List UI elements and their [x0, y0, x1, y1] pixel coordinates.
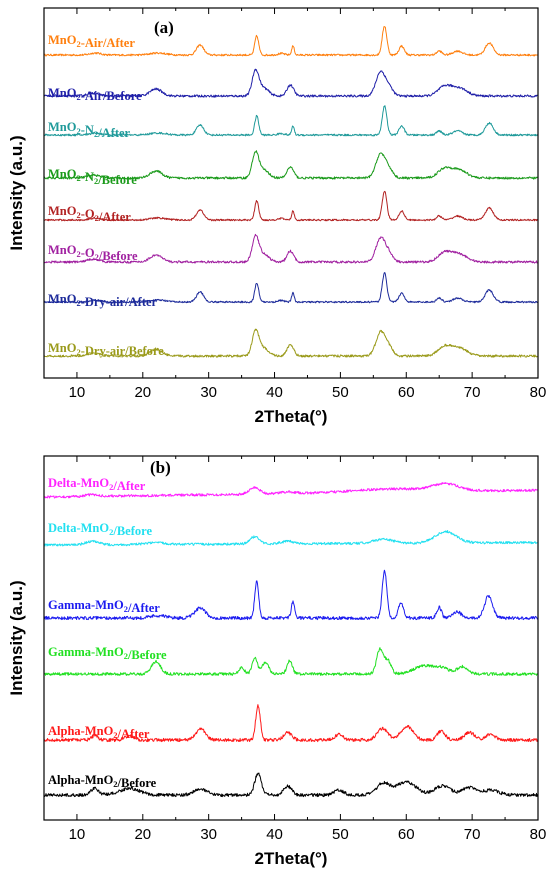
series-line-2 — [43, 105, 538, 137]
series-label-0: Delta-MnO2/After — [48, 476, 146, 493]
panel-label: (b) — [150, 458, 171, 477]
x-tick-label: 50 — [332, 384, 349, 401]
series-line-4 — [43, 704, 538, 743]
x-tick-label: 30 — [200, 826, 217, 843]
y-axis-title: Intensity (a.u.) — [7, 580, 26, 695]
series-line-5 — [43, 772, 538, 798]
plot-frame — [43, 455, 539, 821]
series-label-0: MnO2-Air/After — [48, 33, 135, 50]
series-line-0 — [43, 482, 538, 499]
series-label-2: MnO2-N2/After — [48, 120, 131, 140]
x-tick-label: 20 — [134, 826, 151, 843]
series-label-4: Alpha-MnO2/After — [48, 724, 150, 741]
series-label-2: Gamma-MnO2/After — [48, 598, 160, 615]
x-tick-label: 40 — [266, 826, 283, 843]
series-label-4: MnO2-O2/After — [48, 204, 131, 224]
series-line-0 — [43, 26, 538, 57]
series-label-1: MnO2-Air/Before — [48, 86, 142, 103]
series-line-1 — [43, 68, 538, 98]
x-axis-title: 2Theta(°) — [255, 849, 328, 868]
chart-panel-a: MnO2-Air/After MnO2-Air/Before MnO2-N2/Aft… — [7, 7, 547, 426]
series-line-1 — [43, 530, 538, 547]
series-label-7: MnO2-Dry-air/Before — [48, 341, 164, 358]
series-label-3: MnO2-N2/Before — [48, 167, 137, 187]
x-tick-label: 70 — [464, 384, 481, 401]
x-tick-label: 20 — [134, 384, 151, 401]
y-axis-title: Intensity (a.u.) — [7, 135, 26, 250]
x-axis-title: 2Theta(°) — [255, 407, 328, 426]
x-tick-label: 60 — [398, 826, 415, 843]
series-line-3 — [43, 647, 538, 676]
x-tick-label: 10 — [69, 384, 86, 401]
series-line-5 — [43, 233, 538, 264]
x-tick-label: 50 — [332, 826, 349, 843]
series-label-3: Gamma-MnO2/Before — [48, 645, 167, 662]
x-tick-label: 70 — [464, 826, 481, 843]
x-tick-label: 60 — [398, 384, 415, 401]
x-tick-label: 40 — [266, 384, 283, 401]
x-tick-label: 80 — [530, 384, 547, 401]
series-label-6: MnO2-Dry-air/After — [48, 292, 158, 309]
x-tick-label: 10 — [69, 826, 86, 843]
chart-panel-b: Delta-MnO2/After Delta-MnO2/Before Gamma-M… — [7, 455, 547, 868]
series-line-4 — [43, 190, 538, 222]
series-line-2 — [43, 569, 538, 621]
series-label-5: Alpha-MnO2/Before — [48, 773, 157, 790]
x-tick-label: 80 — [530, 826, 547, 843]
series-label-1: Delta-MnO2/Before — [48, 521, 152, 538]
series-label-5: MnO2-O2/Before — [48, 243, 138, 263]
series-line-6 — [43, 272, 538, 304]
series-line-7 — [43, 328, 538, 358]
panel-label: (a) — [154, 18, 174, 37]
series-line-3 — [43, 150, 538, 180]
x-tick-label: 30 — [200, 384, 217, 401]
plot-frame — [43, 7, 539, 379]
